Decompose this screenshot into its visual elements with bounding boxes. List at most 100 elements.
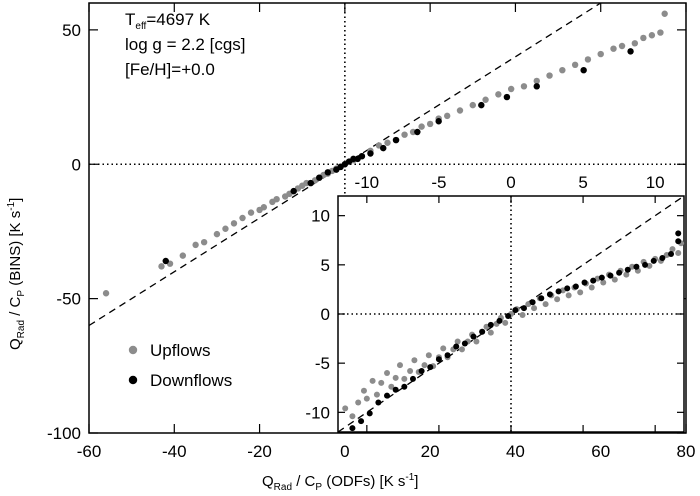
main-upflows-point xyxy=(495,91,502,98)
inset-downflows-point xyxy=(650,257,657,264)
main-upflows-point xyxy=(648,32,656,39)
main-y-tick-label: 50 xyxy=(62,21,81,40)
main-upflows-point xyxy=(230,220,238,227)
main-downflows-point xyxy=(414,128,421,136)
inset-upflows-point xyxy=(458,346,465,353)
inset-scatter-points xyxy=(342,230,685,432)
main-upflows-point xyxy=(239,214,246,222)
inset-downflows-point xyxy=(659,254,666,261)
inset-downflows-point xyxy=(401,383,408,390)
inset-downflows-point xyxy=(349,425,356,432)
svg-text:QRad / CP (BINS) [K s-1]: QRad / CP (BINS) [K s-1] xyxy=(6,198,27,350)
inset-upflows-point xyxy=(554,296,561,303)
inset-y-tick-label: 10 xyxy=(311,207,330,226)
main-x-tick-label: 80 xyxy=(677,442,696,461)
inset-downflows-point xyxy=(675,238,682,245)
inset-upflows-point xyxy=(600,279,607,286)
inset-upflows-point xyxy=(611,276,618,283)
inset-x-tick-label: 0 xyxy=(506,173,515,192)
inset-x-tick-label: -5 xyxy=(431,173,446,192)
main-upflows-point xyxy=(401,131,408,138)
legend-upflows-label: Upflows xyxy=(150,341,210,360)
main-upflows-point xyxy=(584,56,592,63)
inset-upflows-point xyxy=(425,352,432,359)
svg-text:QRad / CP (ODFs) [K s-1]: QRad / CP (ODFs) [K s-1] xyxy=(262,472,418,493)
inset-upflows-point xyxy=(519,311,526,318)
main-y-tick-label: -50 xyxy=(56,290,81,309)
inset-downflows-point xyxy=(590,277,597,284)
main-upflows-point xyxy=(273,195,280,203)
inset-x-tick-label: -10 xyxy=(355,173,380,192)
inset-downflows-point xyxy=(366,410,373,417)
parameter-annotation: Teff=4697 K log g = 2.2 [cgs] [Fe/H]=+0.… xyxy=(125,10,246,79)
main-downflows-point xyxy=(533,83,540,90)
inset-upflows-point xyxy=(421,362,428,369)
main-downflows-point xyxy=(367,150,374,157)
inset-upflows-point xyxy=(411,357,418,364)
inset-downflows-point xyxy=(624,266,631,273)
main-downflows-point xyxy=(307,179,314,187)
inset-downflows-point xyxy=(487,321,494,328)
inset-downflows-point xyxy=(392,386,399,393)
inset-downflows-point xyxy=(642,261,649,268)
inset-downflows-point xyxy=(427,364,434,371)
main-x-tick-label: 40 xyxy=(506,442,525,461)
main-upflows-point xyxy=(661,10,668,17)
main-upflows-point xyxy=(631,40,639,47)
inset-y-tick-label: -5 xyxy=(315,354,330,373)
main-x-tick-label: 20 xyxy=(421,442,440,461)
inset-downflows-point xyxy=(564,285,571,292)
inset-downflows-point xyxy=(479,328,486,335)
main-upflows-point xyxy=(610,45,617,52)
inset-upflows-point xyxy=(675,250,682,257)
inset-y-tick-label: 5 xyxy=(321,256,330,275)
main-upflows-point xyxy=(426,120,434,128)
inset-downflows-point xyxy=(470,333,477,340)
main-downflows-point xyxy=(580,66,587,74)
main-x-tick-label: -60 xyxy=(77,442,102,461)
inset-downflows-point xyxy=(461,340,468,347)
metallicity-annotation: [Fe/H]=+0.0 xyxy=(125,60,215,79)
inset-upflows-point xyxy=(388,383,395,390)
main-upflows-point xyxy=(247,209,255,216)
inset-downflows-point xyxy=(418,368,425,375)
inset-upflows-point xyxy=(396,362,403,369)
inset-downflows-point xyxy=(358,418,365,425)
main-downflows-point xyxy=(478,101,485,109)
inset-x-tick-label: 5 xyxy=(578,173,587,192)
inset-upflows-point xyxy=(542,301,549,308)
main-upflows-point xyxy=(192,241,199,249)
inset-downflows-point xyxy=(555,288,562,295)
teff-annotation: Teff=4697 K xyxy=(125,10,211,32)
main-upflows-point xyxy=(213,230,221,238)
inset-downflows-point xyxy=(409,375,416,382)
main-upflows-point xyxy=(469,101,476,109)
main-upflows-point xyxy=(546,72,553,79)
inset-upflows-point xyxy=(629,263,636,270)
inset-upflows-point xyxy=(588,284,595,291)
legend-upflows-marker xyxy=(128,345,138,355)
inset-downflows-point xyxy=(668,251,675,258)
inset-upflows-point xyxy=(392,374,399,381)
inset-downflows-point xyxy=(520,305,527,312)
inset-upflows-point xyxy=(355,399,362,406)
inset-downflows-point xyxy=(375,399,382,406)
inset-y-tick-label: -10 xyxy=(305,403,330,422)
inset-upflows-point xyxy=(623,271,630,278)
inset-upflows-point xyxy=(502,319,509,326)
main-downflows-point xyxy=(316,174,323,181)
inset-downflows-point xyxy=(675,230,682,237)
main-upflows-point xyxy=(260,204,268,211)
inset-upflows-point xyxy=(531,305,538,312)
main-x-tick-label: -20 xyxy=(247,442,272,461)
inset-upflows-point xyxy=(669,246,676,253)
legend: Upflows Downflows xyxy=(128,341,232,390)
inset-downflows-point xyxy=(598,274,605,281)
x-axis-label: QRad / CP (ODFs) [K s-1] xyxy=(262,472,418,493)
inset-upflows-point xyxy=(349,413,356,420)
legend-downflows-marker xyxy=(128,375,138,385)
main-x-tick-label: 60 xyxy=(591,442,610,461)
inset-upflows-point xyxy=(342,405,349,412)
main-upflows-point xyxy=(618,42,626,50)
